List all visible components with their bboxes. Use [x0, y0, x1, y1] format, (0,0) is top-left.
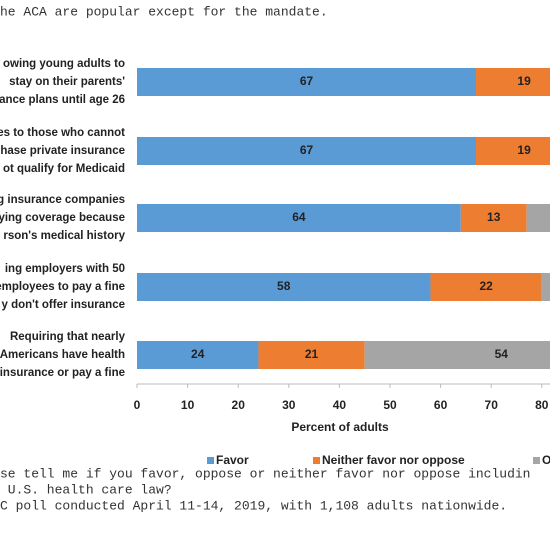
footnote: se tell me if you favor, oppose or neith… — [0, 466, 531, 481]
x-tick-label: 20 — [232, 398, 246, 412]
bar-segment — [476, 68, 550, 96]
bar-segment — [137, 273, 431, 301]
legend-label: Neither favor nor oppose — [322, 453, 465, 467]
category-label: ance plans until age 26 — [0, 94, 125, 106]
x-tick-label: 30 — [282, 398, 296, 412]
value-label: 19 — [517, 143, 531, 157]
bar-segment — [460, 204, 527, 232]
bar-segment — [137, 341, 259, 369]
x-tick-label: 80 — [535, 398, 549, 412]
x-tick-label: 10 — [181, 398, 195, 412]
x-tick-label: 0 — [134, 398, 141, 412]
bar-segment — [137, 137, 477, 165]
bar-segment — [526, 204, 550, 232]
category-label: stay on their parents' — [9, 76, 125, 88]
category-label: ying coverage because — [0, 212, 125, 224]
value-label: 54 — [495, 347, 509, 361]
category-label: employees to pay a fine — [0, 281, 125, 293]
bar-segment — [430, 273, 542, 301]
category-label: rson's medical history — [3, 230, 125, 242]
value-label: 21 — [305, 347, 319, 361]
bar-segment — [476, 137, 550, 165]
bar-segment — [258, 341, 365, 369]
legend-swatch — [313, 457, 320, 464]
category-label: Requiring that nearly — [10, 331, 126, 343]
category-label: insurance or pay a fine — [0, 367, 125, 379]
legend-label: Favor — [216, 453, 249, 467]
chart-title: he ACA are popular except for the mandat… — [0, 4, 328, 19]
bar-segment — [364, 341, 550, 369]
x-tick-label: 60 — [434, 398, 448, 412]
category-label: hase private insurance — [0, 145, 125, 157]
category-label: g insurance companies — [0, 194, 125, 206]
footnote: C poll conducted April 11-14, 2019, with… — [0, 498, 507, 513]
category-label: Americans have health — [0, 349, 125, 361]
x-tick-label: 40 — [333, 398, 347, 412]
bar-segment — [137, 204, 461, 232]
legend-swatch — [207, 457, 214, 464]
x-tick-label: 70 — [485, 398, 499, 412]
value-label: 13 — [487, 210, 501, 224]
value-label: 64 — [292, 210, 306, 224]
bar-segment — [541, 273, 550, 301]
value-label: 22 — [479, 279, 493, 293]
value-label: 67 — [300, 143, 314, 157]
legend-swatch — [533, 457, 540, 464]
legend-label: O — [542, 453, 550, 467]
category-label: ing employers with 50 — [5, 263, 125, 275]
value-label: 19 — [517, 74, 531, 88]
category-label: ot qualify for Medicaid — [3, 163, 125, 175]
bar-segment — [137, 68, 477, 96]
value-label: 58 — [277, 279, 291, 293]
value-label: 24 — [191, 347, 205, 361]
footnote: U.S. health care law? — [0, 482, 172, 497]
value-label: 67 — [300, 74, 314, 88]
category-label: owing young adults to — [3, 58, 125, 70]
category-label: es to those who cannot — [0, 127, 125, 139]
category-label: y don't offer insurance — [1, 299, 125, 311]
x-tick-label: 50 — [383, 398, 397, 412]
x-axis-label: Percent of adults — [291, 420, 389, 434]
